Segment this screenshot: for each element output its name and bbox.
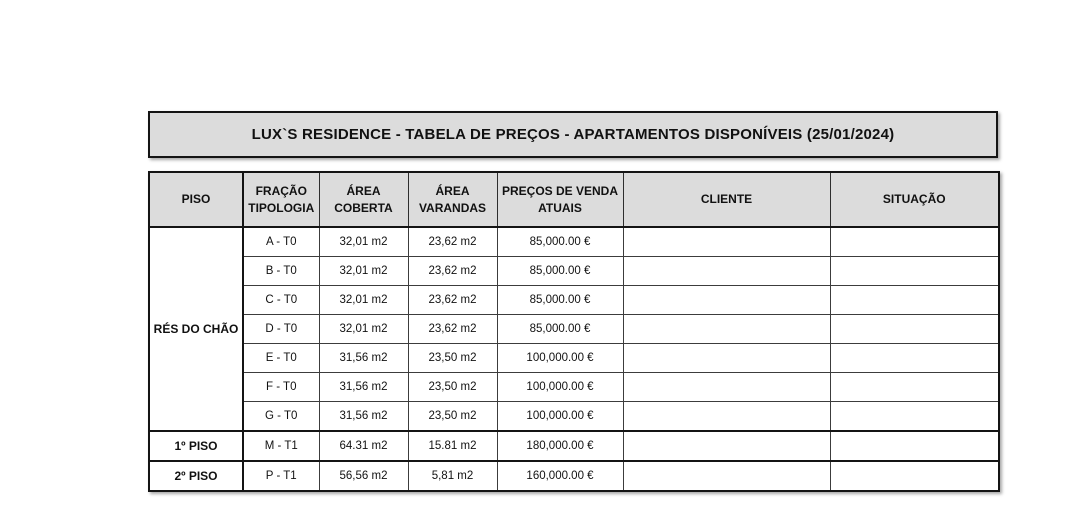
- fracao-cell: P - T1: [242, 460, 320, 492]
- area-varandas-cell: 23,62 m2: [407, 256, 498, 286]
- column-header-precos-venda: PREÇOS DE VENDA ATUAIS: [496, 171, 624, 228]
- situacao-cell: [829, 256, 1000, 286]
- column-header-cliente: CLIENTE: [622, 171, 831, 228]
- area-varandas-cell: 23,50 m2: [407, 372, 498, 402]
- area-coberta-cell: 31,56 m2: [318, 372, 409, 402]
- table-row: E - T0 31,56 m2 23,50 m2 100,000.00 €: [149, 343, 1000, 373]
- fracao-cell: D - T0: [242, 314, 320, 344]
- fracao-cell: C - T0: [242, 285, 320, 315]
- column-header-area-varandas: ÁREA VARANDAS: [407, 171, 498, 228]
- fracao-cell: B - T0: [242, 256, 320, 286]
- situacao-cell: [829, 314, 1000, 344]
- column-header-situacao: SITUAÇÃO: [829, 171, 1000, 228]
- cliente-cell: [622, 401, 831, 432]
- table-row: G - T0 31,56 m2 23,50 m2 100,000.00 €: [149, 401, 1000, 432]
- preco-venda-cell: 180,000.00 €: [496, 430, 624, 462]
- area-coberta-cell: 56,56 m2: [318, 460, 409, 492]
- cliente-cell: [622, 460, 831, 492]
- preco-venda-cell: 100,000.00 €: [496, 343, 624, 373]
- cliente-cell: [622, 256, 831, 286]
- area-coberta-cell: 64.31 m2: [318, 430, 409, 462]
- cliente-cell: [622, 372, 831, 402]
- piso-cell-res-do-chao: RÉS DO CHÃO: [148, 226, 244, 432]
- fracao-cell: M - T1: [242, 430, 320, 462]
- fracao-cell: A - T0: [242, 226, 320, 257]
- cliente-cell: [622, 314, 831, 344]
- table-row: RÉS DO CHÃO A - T0 32,01 m2 23,62 m2 85,…: [148, 226, 1000, 432]
- fracao-cell: F - T0: [242, 372, 320, 402]
- header-row: PISO FRAÇÃO TIPOLOGIA ÁREA COBERTA ÁREA …: [148, 171, 1000, 228]
- area-varandas-cell: 23,62 m2: [407, 314, 498, 344]
- cliente-cell: [622, 285, 831, 315]
- situacao-cell: [829, 285, 1000, 315]
- area-coberta-cell: 32,01 m2: [318, 226, 409, 257]
- price-table: PISO FRAÇÃO TIPOLOGIA ÁREA COBERTA ÁREA …: [148, 171, 1000, 492]
- area-coberta-cell: 32,01 m2: [318, 256, 409, 286]
- area-varandas-cell: 15.81 m2: [407, 430, 498, 462]
- situacao-cell: [829, 372, 1000, 402]
- column-header-area-coberta: ÁREA COBERTA: [318, 171, 409, 228]
- piso-cell-2-piso: 2º PISO: [148, 460, 244, 492]
- cliente-cell: [622, 430, 831, 462]
- column-header-fracao-tipologia: FRAÇÃO TIPOLOGIA: [242, 171, 320, 228]
- table-row: C - T0 32,01 m2 23,62 m2 85,000.00 €: [149, 285, 1000, 315]
- preco-venda-cell: 100,000.00 €: [496, 401, 624, 432]
- table-row: 2º PISO P - T1 56,56 m2 5,81 m2 160,000.…: [148, 460, 1000, 492]
- area-coberta-cell: 31,56 m2: [318, 401, 409, 432]
- area-coberta-cell: 32,01 m2: [318, 285, 409, 315]
- cliente-cell: [622, 226, 831, 257]
- area-coberta-cell: 32,01 m2: [318, 314, 409, 344]
- preco-venda-cell: 85,000.00 €: [496, 285, 624, 315]
- area-varandas-cell: 23,50 m2: [407, 401, 498, 432]
- table-row: F - T0 31,56 m2 23,50 m2 100,000.00 €: [149, 372, 1000, 402]
- table-row: D - T0 32,01 m2 23,62 m2 85,000.00 €: [149, 314, 1000, 344]
- title-bar: LUX`S RESIDENCE - TABELA DE PREÇOS - APA…: [148, 111, 998, 158]
- situacao-cell: [829, 226, 1000, 257]
- preco-venda-cell: 100,000.00 €: [496, 372, 624, 402]
- preco-venda-cell: 85,000.00 €: [496, 256, 624, 286]
- fracao-cell: G - T0: [242, 401, 320, 432]
- table-row: B - T0 32,01 m2 23,62 m2 85,000.00 €: [149, 256, 1000, 286]
- area-coberta-cell: 31,56 m2: [318, 343, 409, 373]
- situacao-cell: [829, 401, 1000, 432]
- area-varandas-cell: 5,81 m2: [407, 460, 498, 492]
- preco-venda-cell: 85,000.00 €: [496, 314, 624, 344]
- cliente-cell: [622, 343, 831, 373]
- situacao-cell: [829, 460, 1000, 492]
- area-varandas-cell: 23,50 m2: [407, 343, 498, 373]
- page-title: LUX`S RESIDENCE - TABELA DE PREÇOS - APA…: [251, 126, 895, 143]
- preco-venda-cell: 160,000.00 €: [496, 460, 624, 492]
- column-header-piso: PISO: [148, 171, 244, 228]
- situacao-cell: [829, 430, 1000, 462]
- area-varandas-cell: 23,62 m2: [407, 285, 498, 315]
- table-row: 1º PISO M - T1 64.31 m2 15.81 m2 180,000…: [148, 430, 1000, 462]
- area-varandas-cell: 23,62 m2: [407, 226, 498, 257]
- preco-venda-cell: 85,000.00 €: [496, 226, 624, 257]
- fracao-cell: E - T0: [242, 343, 320, 373]
- situacao-cell: [829, 343, 1000, 373]
- piso-cell-1-piso: 1º PISO: [148, 430, 244, 462]
